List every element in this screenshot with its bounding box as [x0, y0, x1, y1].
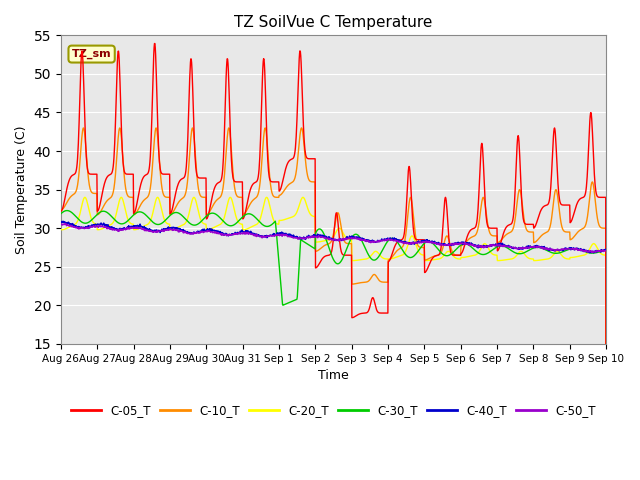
C-20_T: [419, 252, 426, 258]
C-10_T: [490, 233, 497, 239]
C-05_T: [490, 225, 497, 231]
C-40_T: [590, 250, 598, 256]
C-40_T: [57, 219, 65, 225]
X-axis label: Time: Time: [318, 369, 349, 382]
Line: C-20_T: C-20_T: [61, 197, 606, 460]
C-10_T: [538, 232, 545, 238]
C-30_T: [602, 247, 610, 253]
C-10_T: [419, 245, 426, 251]
C-50_T: [602, 248, 610, 253]
Line: C-10_T: C-10_T: [61, 128, 606, 460]
C-40_T: [419, 239, 426, 244]
C-05_T: [179, 176, 186, 181]
Text: TZ_sm: TZ_sm: [72, 49, 111, 59]
C-40_T: [490, 242, 497, 248]
C-20_T: [57, 227, 65, 232]
C-05_T: [165, 171, 173, 177]
C-20_T: [602, 457, 610, 463]
Line: C-40_T: C-40_T: [61, 221, 606, 253]
C-40_T: [240, 230, 248, 236]
Line: C-05_T: C-05_T: [61, 44, 606, 460]
C-30_T: [419, 242, 427, 248]
C-40_T: [165, 225, 173, 231]
C-50_T: [490, 242, 497, 248]
Line: C-30_T: C-30_T: [61, 211, 606, 305]
C-30_T: [490, 246, 498, 252]
Legend: C-05_T, C-10_T, C-20_T, C-30_T, C-40_T, C-50_T: C-05_T, C-10_T, C-20_T, C-30_T, C-40_T, …: [67, 399, 600, 421]
C-10_T: [298, 125, 305, 131]
C-40_T: [538, 243, 545, 249]
C-30_T: [165, 214, 173, 219]
C-05_T: [151, 41, 159, 47]
C-10_T: [165, 194, 173, 200]
Line: C-50_T: C-50_T: [61, 224, 606, 252]
C-50_T: [57, 221, 65, 227]
C-40_T: [602, 247, 610, 252]
C-05_T: [419, 237, 426, 243]
C-10_T: [57, 207, 65, 213]
C-20_T: [239, 227, 247, 233]
C-50_T: [419, 239, 426, 245]
C-05_T: [57, 208, 65, 214]
C-40_T: [179, 227, 186, 233]
C-50_T: [588, 250, 596, 255]
C-50_T: [240, 231, 248, 237]
C-05_T: [240, 216, 248, 221]
Y-axis label: Soil Temperature (C): Soil Temperature (C): [15, 125, 28, 254]
C-50_T: [62, 221, 70, 227]
C-20_T: [179, 223, 186, 228]
C-30_T: [179, 213, 186, 219]
C-05_T: [538, 206, 545, 212]
C-20_T: [299, 194, 307, 200]
C-30_T: [538, 245, 546, 251]
Title: TZ SoilVue C Temperature: TZ SoilVue C Temperature: [234, 15, 433, 30]
C-30_T: [57, 211, 65, 216]
C-40_T: [60, 218, 67, 224]
C-50_T: [179, 228, 186, 234]
C-50_T: [538, 244, 545, 250]
C-10_T: [239, 212, 247, 217]
C-30_T: [63, 208, 71, 214]
C-50_T: [165, 227, 173, 233]
C-05_T: [602, 457, 610, 463]
C-20_T: [538, 257, 545, 263]
C-20_T: [490, 252, 497, 257]
C-10_T: [602, 457, 610, 463]
C-10_T: [179, 196, 186, 202]
C-30_T: [279, 302, 287, 308]
C-20_T: [165, 221, 173, 227]
C-30_T: [240, 213, 248, 219]
